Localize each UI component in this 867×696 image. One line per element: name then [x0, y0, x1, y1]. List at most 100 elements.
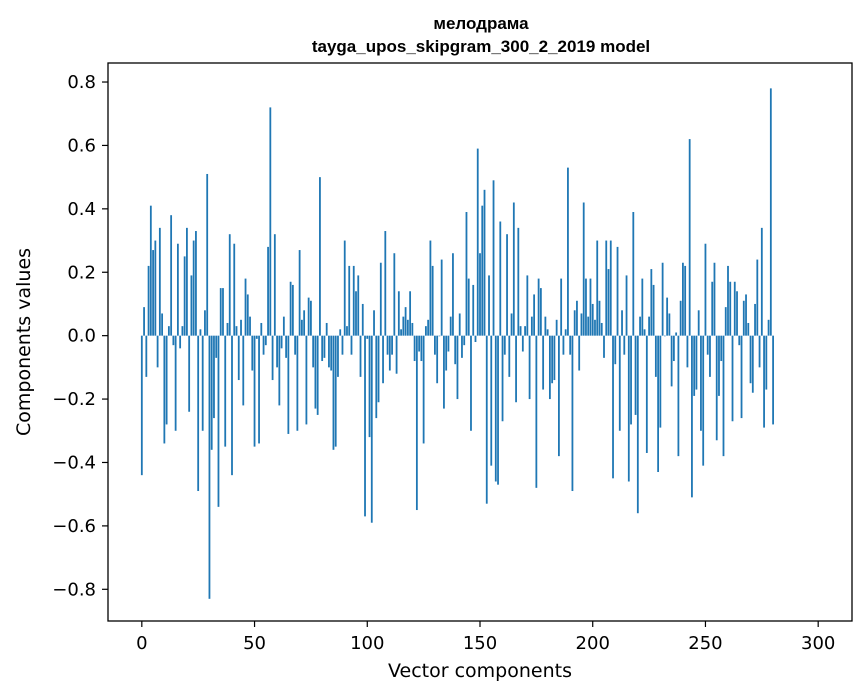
x-tick-label: 200	[576, 633, 610, 654]
bar	[576, 300, 578, 336]
bar	[564, 329, 567, 336]
bar	[258, 335, 260, 444]
bar-series	[140, 88, 774, 599]
bar	[305, 335, 308, 425]
bar	[262, 335, 265, 355]
bar	[510, 313, 513, 336]
bar	[361, 303, 364, 336]
bar	[479, 253, 481, 336]
bar	[393, 253, 396, 336]
bar	[224, 335, 227, 447]
bar	[686, 335, 689, 368]
bar	[490, 335, 493, 466]
y-axis-label: Components values	[13, 248, 35, 436]
bar	[179, 335, 182, 349]
bar	[217, 335, 220, 507]
bar	[535, 335, 538, 488]
bar	[742, 300, 745, 336]
bar	[368, 335, 371, 438]
bar	[497, 335, 499, 485]
bar	[154, 240, 157, 336]
bar	[596, 240, 599, 336]
bar	[567, 167, 569, 336]
bar	[440, 259, 443, 336]
bar	[395, 335, 398, 374]
bar	[731, 335, 734, 422]
bar	[625, 275, 628, 336]
bar	[603, 335, 605, 358]
bar	[215, 335, 218, 358]
bar	[300, 319, 303, 336]
bar	[436, 335, 439, 384]
bar	[483, 189, 486, 336]
bar	[521, 335, 524, 352]
bar	[765, 335, 768, 390]
bar	[316, 335, 319, 415]
bar	[420, 335, 423, 362]
bar	[343, 240, 346, 336]
bar	[756, 259, 759, 336]
bar	[569, 335, 572, 355]
bar	[454, 335, 457, 365]
bar	[219, 288, 222, 336]
bar	[733, 281, 736, 336]
bar	[720, 335, 723, 362]
bar	[429, 240, 432, 336]
bar	[582, 202, 585, 336]
bar	[458, 313, 461, 336]
bar	[373, 310, 375, 336]
bar	[228, 234, 231, 336]
bar	[600, 322, 603, 336]
bar	[143, 307, 145, 336]
bar	[499, 221, 502, 336]
bar	[519, 326, 522, 336]
bar	[253, 335, 256, 447]
bar	[465, 212, 468, 336]
bar	[140, 335, 143, 476]
bar	[278, 335, 281, 406]
bar	[307, 297, 310, 336]
bar	[591, 303, 594, 336]
bar	[161, 313, 164, 336]
bar	[760, 227, 763, 336]
y-tick-label: 0.2	[67, 262, 96, 283]
bar	[713, 262, 716, 336]
bar	[269, 107, 272, 336]
bar	[370, 335, 373, 523]
bar	[235, 326, 238, 336]
bar	[226, 322, 229, 336]
bar	[183, 256, 186, 336]
y-tick-label: 0.0	[67, 326, 96, 347]
bar	[488, 275, 490, 336]
bar	[415, 335, 418, 511]
bar	[325, 322, 328, 336]
bar	[181, 326, 184, 336]
bar	[634, 335, 637, 415]
bar	[240, 319, 242, 336]
bar	[702, 335, 705, 466]
bar	[558, 335, 560, 457]
bar	[321, 335, 324, 362]
bar	[273, 234, 276, 336]
chart-title: мелодрама	[433, 14, 529, 33]
bar	[587, 316, 590, 336]
bar	[718, 335, 720, 396]
bar	[375, 335, 378, 419]
bar	[167, 326, 170, 336]
bar	[328, 335, 330, 368]
bar	[176, 243, 179, 336]
bar	[379, 262, 382, 336]
bar	[573, 310, 576, 336]
bar	[359, 335, 362, 377]
bar	[145, 335, 148, 377]
bar	[745, 294, 747, 336]
x-tick-label: 50	[243, 633, 266, 654]
bar	[754, 303, 756, 336]
y-tick-label: 0.8	[67, 72, 96, 93]
bar	[413, 335, 416, 362]
bar	[319, 177, 321, 336]
x-tick-label: 0	[136, 633, 147, 654]
bar	[312, 335, 315, 368]
bar	[682, 262, 684, 336]
bar	[237, 335, 240, 381]
